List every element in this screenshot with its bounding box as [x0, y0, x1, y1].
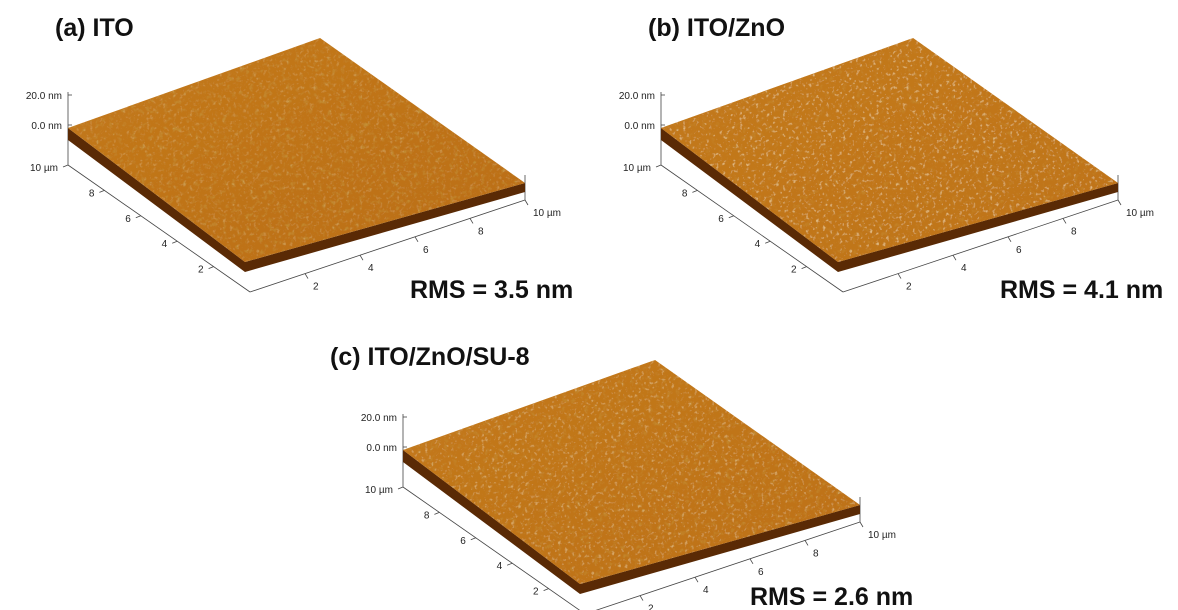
- y-tick-label: 4: [497, 561, 503, 572]
- x-tick-label: 8: [478, 226, 484, 237]
- panel-title: (b) ITO/ZnO: [648, 14, 785, 42]
- z-tick-label: 0.0 nm: [366, 443, 397, 454]
- surface-peaks: [661, 38, 1118, 262]
- y-tick: [136, 216, 141, 218]
- x-tick: [470, 218, 473, 223]
- afm-panel: 20.0 nm 0.0 nm 10 µm 8 6 4 2 2 4 6 8 10 µm: [361, 360, 896, 610]
- y-tick-label: 6: [125, 214, 131, 225]
- x-tick: [640, 596, 643, 601]
- figure: 20.0 nm0.0 nm10 µm8642246810 µm(a) ITORM…: [0, 0, 1178, 610]
- y-tick: [434, 512, 439, 514]
- x-tick: [1118, 200, 1121, 205]
- x-tick-label: 4: [368, 263, 374, 274]
- panel-title: (a) ITO: [55, 14, 134, 42]
- y-tick: [99, 190, 104, 192]
- x-tick: [415, 237, 418, 242]
- rms-label: RMS = 2.6 nm: [750, 583, 913, 610]
- y-tick-label: 2: [533, 587, 539, 598]
- y-tick-label: 10 µm: [365, 485, 393, 496]
- y-tick-label: 6: [460, 536, 466, 547]
- z-tick-label: 20.0 nm: [26, 91, 62, 102]
- y-tick: [172, 241, 177, 243]
- z-tick-label: 0.0 nm: [624, 121, 655, 132]
- y-tick: [507, 563, 512, 565]
- x-tick-label: 4: [961, 263, 967, 274]
- x-tick-label: 6: [1016, 245, 1022, 256]
- y-tick-label: 8: [424, 510, 430, 521]
- x-tick: [750, 559, 753, 564]
- x-tick: [805, 540, 808, 545]
- x-tick: [695, 577, 698, 582]
- z-tick-label: 0.0 nm: [31, 121, 62, 132]
- surface-group: 20.0 nm 0.0 nm 10 µm 8 6 4 2 2 4 6 8 10 µm: [26, 38, 561, 293]
- surface-group: 20.0 nm 0.0 nm 10 µm 8 6 4 2 2 4 6 8 10 µm: [361, 360, 896, 610]
- x-tick-label: 2: [313, 282, 319, 293]
- z-tick-label: 20.0 nm: [361, 413, 397, 424]
- rms-label: RMS = 3.5 nm: [410, 276, 573, 304]
- afm-panel: 20.0 nm 0.0 nm 10 µm 8 6 4 2 2 4 6 8 10 µm: [619, 38, 1154, 293]
- surface-peaks: [403, 360, 860, 584]
- y-tick: [63, 165, 68, 167]
- x-tick: [953, 255, 956, 260]
- x-tick-label: 10 µm: [868, 530, 896, 541]
- surface-group: 20.0 nm 0.0 nm 10 µm 8 6 4 2 2 4 6 8 10 µm: [619, 38, 1154, 293]
- x-tick: [898, 274, 901, 279]
- x-tick-label: 2: [906, 282, 912, 293]
- x-tick-label: 4: [703, 585, 709, 596]
- x-tick-label: 6: [758, 567, 764, 578]
- x-tick: [525, 200, 528, 205]
- z-tick-label: 20.0 nm: [619, 91, 655, 102]
- x-tick-label: 2: [648, 604, 654, 610]
- y-tick: [765, 241, 770, 243]
- y-tick: [398, 487, 403, 489]
- x-tick: [860, 522, 863, 527]
- surface-peaks: [68, 38, 525, 262]
- y-tick: [656, 165, 661, 167]
- panel-title: (c) ITO/ZnO/SU-8: [330, 343, 530, 371]
- rms-label: RMS = 4.1 nm: [1000, 276, 1163, 304]
- afm-panel: 20.0 nm 0.0 nm 10 µm 8 6 4 2 2 4 6 8 10 µm: [26, 38, 561, 293]
- x-tick-label: 8: [813, 548, 819, 559]
- y-tick-label: 4: [755, 239, 761, 250]
- y-tick: [471, 538, 476, 540]
- y-tick-label: 4: [162, 239, 168, 250]
- x-tick-label: 10 µm: [533, 208, 561, 219]
- y-tick: [692, 190, 697, 192]
- y-tick-label: 10 µm: [30, 163, 58, 174]
- y-tick-label: 6: [718, 214, 724, 225]
- y-tick-label: 2: [198, 265, 204, 276]
- x-tick: [1063, 218, 1066, 223]
- y-tick: [209, 267, 214, 269]
- x-tick: [360, 255, 363, 260]
- y-tick: [802, 267, 807, 269]
- y-tick-label: 8: [89, 188, 95, 199]
- y-tick: [729, 216, 734, 218]
- y-tick-label: 2: [791, 265, 797, 276]
- y-tick: [544, 589, 549, 591]
- y-tick-label: 10 µm: [623, 163, 651, 174]
- x-tick-label: 6: [423, 245, 429, 256]
- x-tick: [1008, 237, 1011, 242]
- x-tick-label: 8: [1071, 226, 1077, 237]
- y-tick-label: 8: [682, 188, 688, 199]
- x-tick-label: 10 µm: [1126, 208, 1154, 219]
- x-tick: [305, 274, 308, 279]
